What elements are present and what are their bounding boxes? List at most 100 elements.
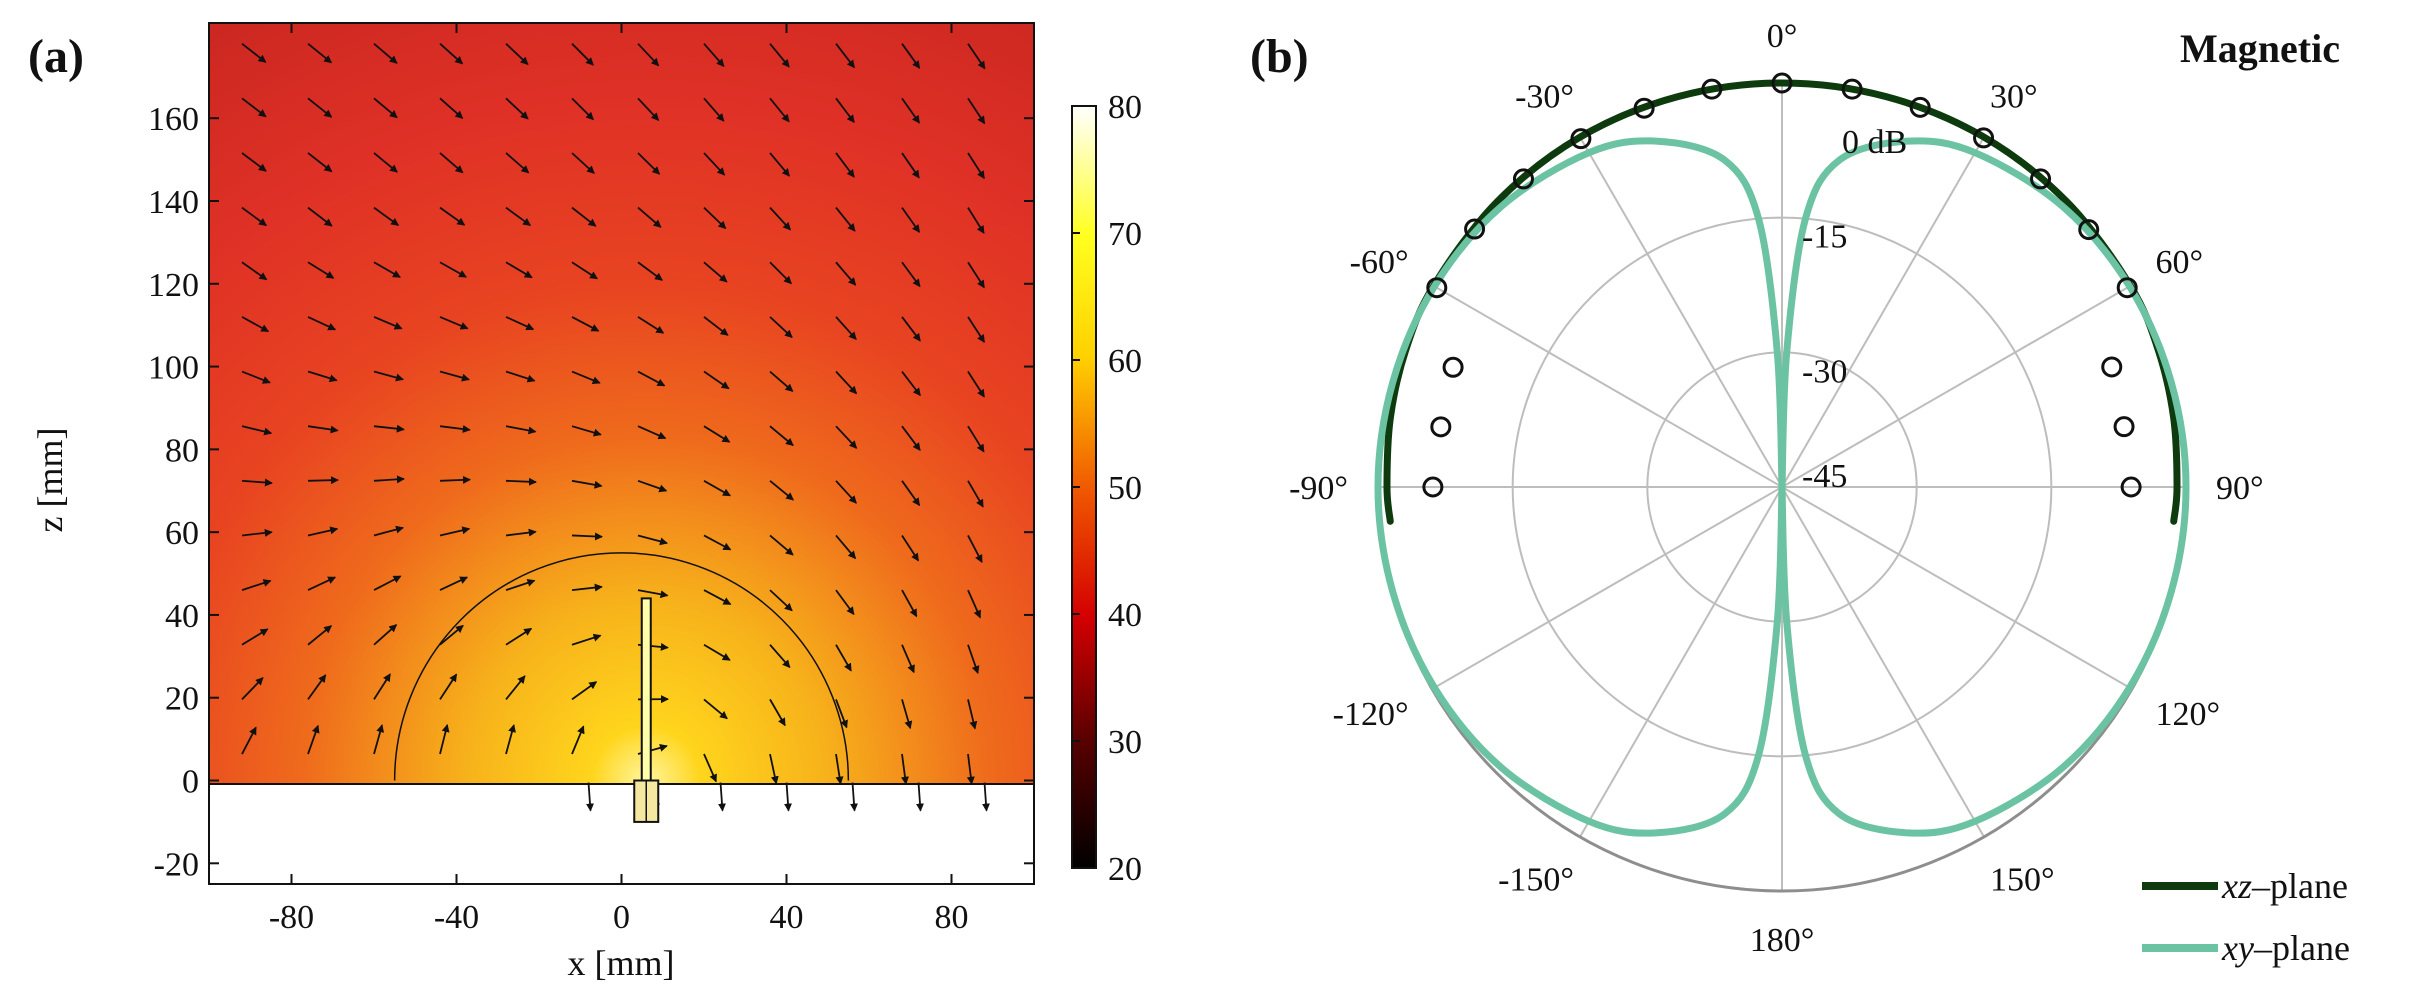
measured-point xyxy=(1512,168,1534,190)
quiver-arrow xyxy=(835,152,855,178)
quiver-arrow xyxy=(241,261,268,281)
polar-radial-label: 0 dB xyxy=(1842,124,1907,161)
colorbar-ticks: 20 30 40 50 60 70 80 xyxy=(1072,89,1142,888)
quiver-arrow xyxy=(703,589,732,606)
quiver-arrow xyxy=(571,206,597,227)
quiver-arrow xyxy=(439,576,469,591)
quiver-arrow xyxy=(769,43,790,68)
polar-spoke xyxy=(1579,486,1783,838)
quiver-arrow xyxy=(505,43,529,65)
quiver-arrow xyxy=(901,699,913,730)
quiver-arrow xyxy=(373,152,398,173)
panel-a: (a) -80 -40 0 40 80 -20 0 20 40 60 80 100 120 140 160… xyxy=(28,22,1142,983)
legend-label: xz–plane xyxy=(2221,866,2348,906)
quiver-arrow xyxy=(901,425,921,451)
quiver-arrow xyxy=(241,370,271,384)
quiver-arrow xyxy=(835,370,858,395)
polar-angle-label: -150° xyxy=(1498,861,1574,898)
quiver-arrow xyxy=(769,207,791,231)
quiver-arrow xyxy=(784,782,792,812)
quiver-arrow xyxy=(835,589,855,616)
quiver-arrow xyxy=(835,261,857,286)
x-axis-label: x [mm] xyxy=(568,943,675,983)
colorbar-tick-label: 80 xyxy=(1108,89,1142,126)
quiver-arrow xyxy=(571,633,602,646)
x-tick-label: -80 xyxy=(269,899,314,936)
quiver-arrow xyxy=(850,782,858,812)
quiver-arrow xyxy=(703,425,731,443)
quiver-arrow xyxy=(307,97,333,118)
quiver-arrow xyxy=(901,207,921,233)
quiver-arrow xyxy=(1033,152,1034,155)
quiver-arrow xyxy=(901,480,921,507)
quiver-arrow xyxy=(1033,480,1034,483)
polar-spoke xyxy=(1781,284,2133,488)
quiver-arrow xyxy=(703,152,726,176)
measured-point xyxy=(1701,78,1723,100)
measured-point xyxy=(2116,277,2138,299)
quiver-arrow xyxy=(571,261,598,280)
quiver-arrow xyxy=(571,425,602,437)
quiver-arrow xyxy=(373,724,385,755)
y-tick-label: 40 xyxy=(165,598,199,635)
polar-angle-label: 120° xyxy=(2155,696,2220,733)
quiver-arrow xyxy=(982,782,990,812)
measured-point xyxy=(1633,97,1655,119)
measured-point xyxy=(1909,96,1931,118)
quiver-arrow xyxy=(505,425,537,435)
quiver-arrow xyxy=(505,579,536,591)
polar-angle-label: 0° xyxy=(1767,18,1798,55)
y-tick-label: 60 xyxy=(165,515,199,552)
quiver-arrow xyxy=(505,724,516,755)
quiver-arrow xyxy=(571,370,601,384)
quiver-arrow xyxy=(505,370,536,383)
quiver-arrow xyxy=(571,479,603,489)
legend-label-rest: –plane xyxy=(2253,928,2350,968)
xy-plane-lobe-left xyxy=(1374,137,1786,837)
legend-label-italic: xz xyxy=(2221,866,2252,906)
quiver-arrow xyxy=(241,726,257,755)
quiver-arrow xyxy=(637,206,662,228)
quiver-arrow xyxy=(703,206,727,230)
quiver-arrow xyxy=(307,425,339,434)
measured-point xyxy=(1422,476,1444,498)
quiver-arrow xyxy=(439,370,470,382)
panel-a-label: (a) xyxy=(28,30,84,83)
y-tick-label: 0 xyxy=(182,764,199,801)
quiver-arrow xyxy=(1033,262,1034,265)
quiver-arrow xyxy=(703,97,725,122)
quiver-arrow xyxy=(241,677,264,701)
colorbar-tick-label: 30 xyxy=(1108,724,1142,761)
quiver-arrow xyxy=(835,753,844,784)
colorbar-tick-label: 50 xyxy=(1108,470,1142,507)
quiver-arrow xyxy=(307,476,339,485)
quiver-arrow xyxy=(967,207,985,234)
quiver-arrow xyxy=(505,97,529,120)
quiver-arrow xyxy=(571,725,585,755)
measured-point xyxy=(2101,356,2123,378)
quiver-arrow xyxy=(505,316,535,331)
quiver-arrow xyxy=(373,475,405,484)
colorbar-tick-label: 20 xyxy=(1108,851,1142,888)
quiver-arrow xyxy=(916,782,924,812)
polar-spoke xyxy=(1781,136,1985,488)
quiver-arrow xyxy=(901,43,921,69)
quiver-arrow xyxy=(769,152,790,177)
quiver-arrow xyxy=(835,534,857,560)
monopole-antenna xyxy=(640,597,652,782)
y-tick-label: 20 xyxy=(165,681,199,718)
y-tick-label: 140 xyxy=(148,184,199,221)
quiver-arrow xyxy=(307,674,327,700)
quiver-arrow xyxy=(769,698,786,727)
polar-radial-label: -45 xyxy=(1802,458,1847,495)
quiver-arrow xyxy=(769,753,779,784)
quiver-arrow xyxy=(1033,43,1034,46)
measured-point xyxy=(1442,356,1464,378)
quiver-arrow xyxy=(505,477,537,486)
measured-point xyxy=(1426,277,1448,299)
quiver-arrow xyxy=(505,206,532,227)
quiver-arrow xyxy=(769,534,794,556)
quiver-arrow xyxy=(769,425,794,447)
quiver-arrow xyxy=(439,97,464,119)
colorbar-tick-label: 40 xyxy=(1108,597,1142,634)
